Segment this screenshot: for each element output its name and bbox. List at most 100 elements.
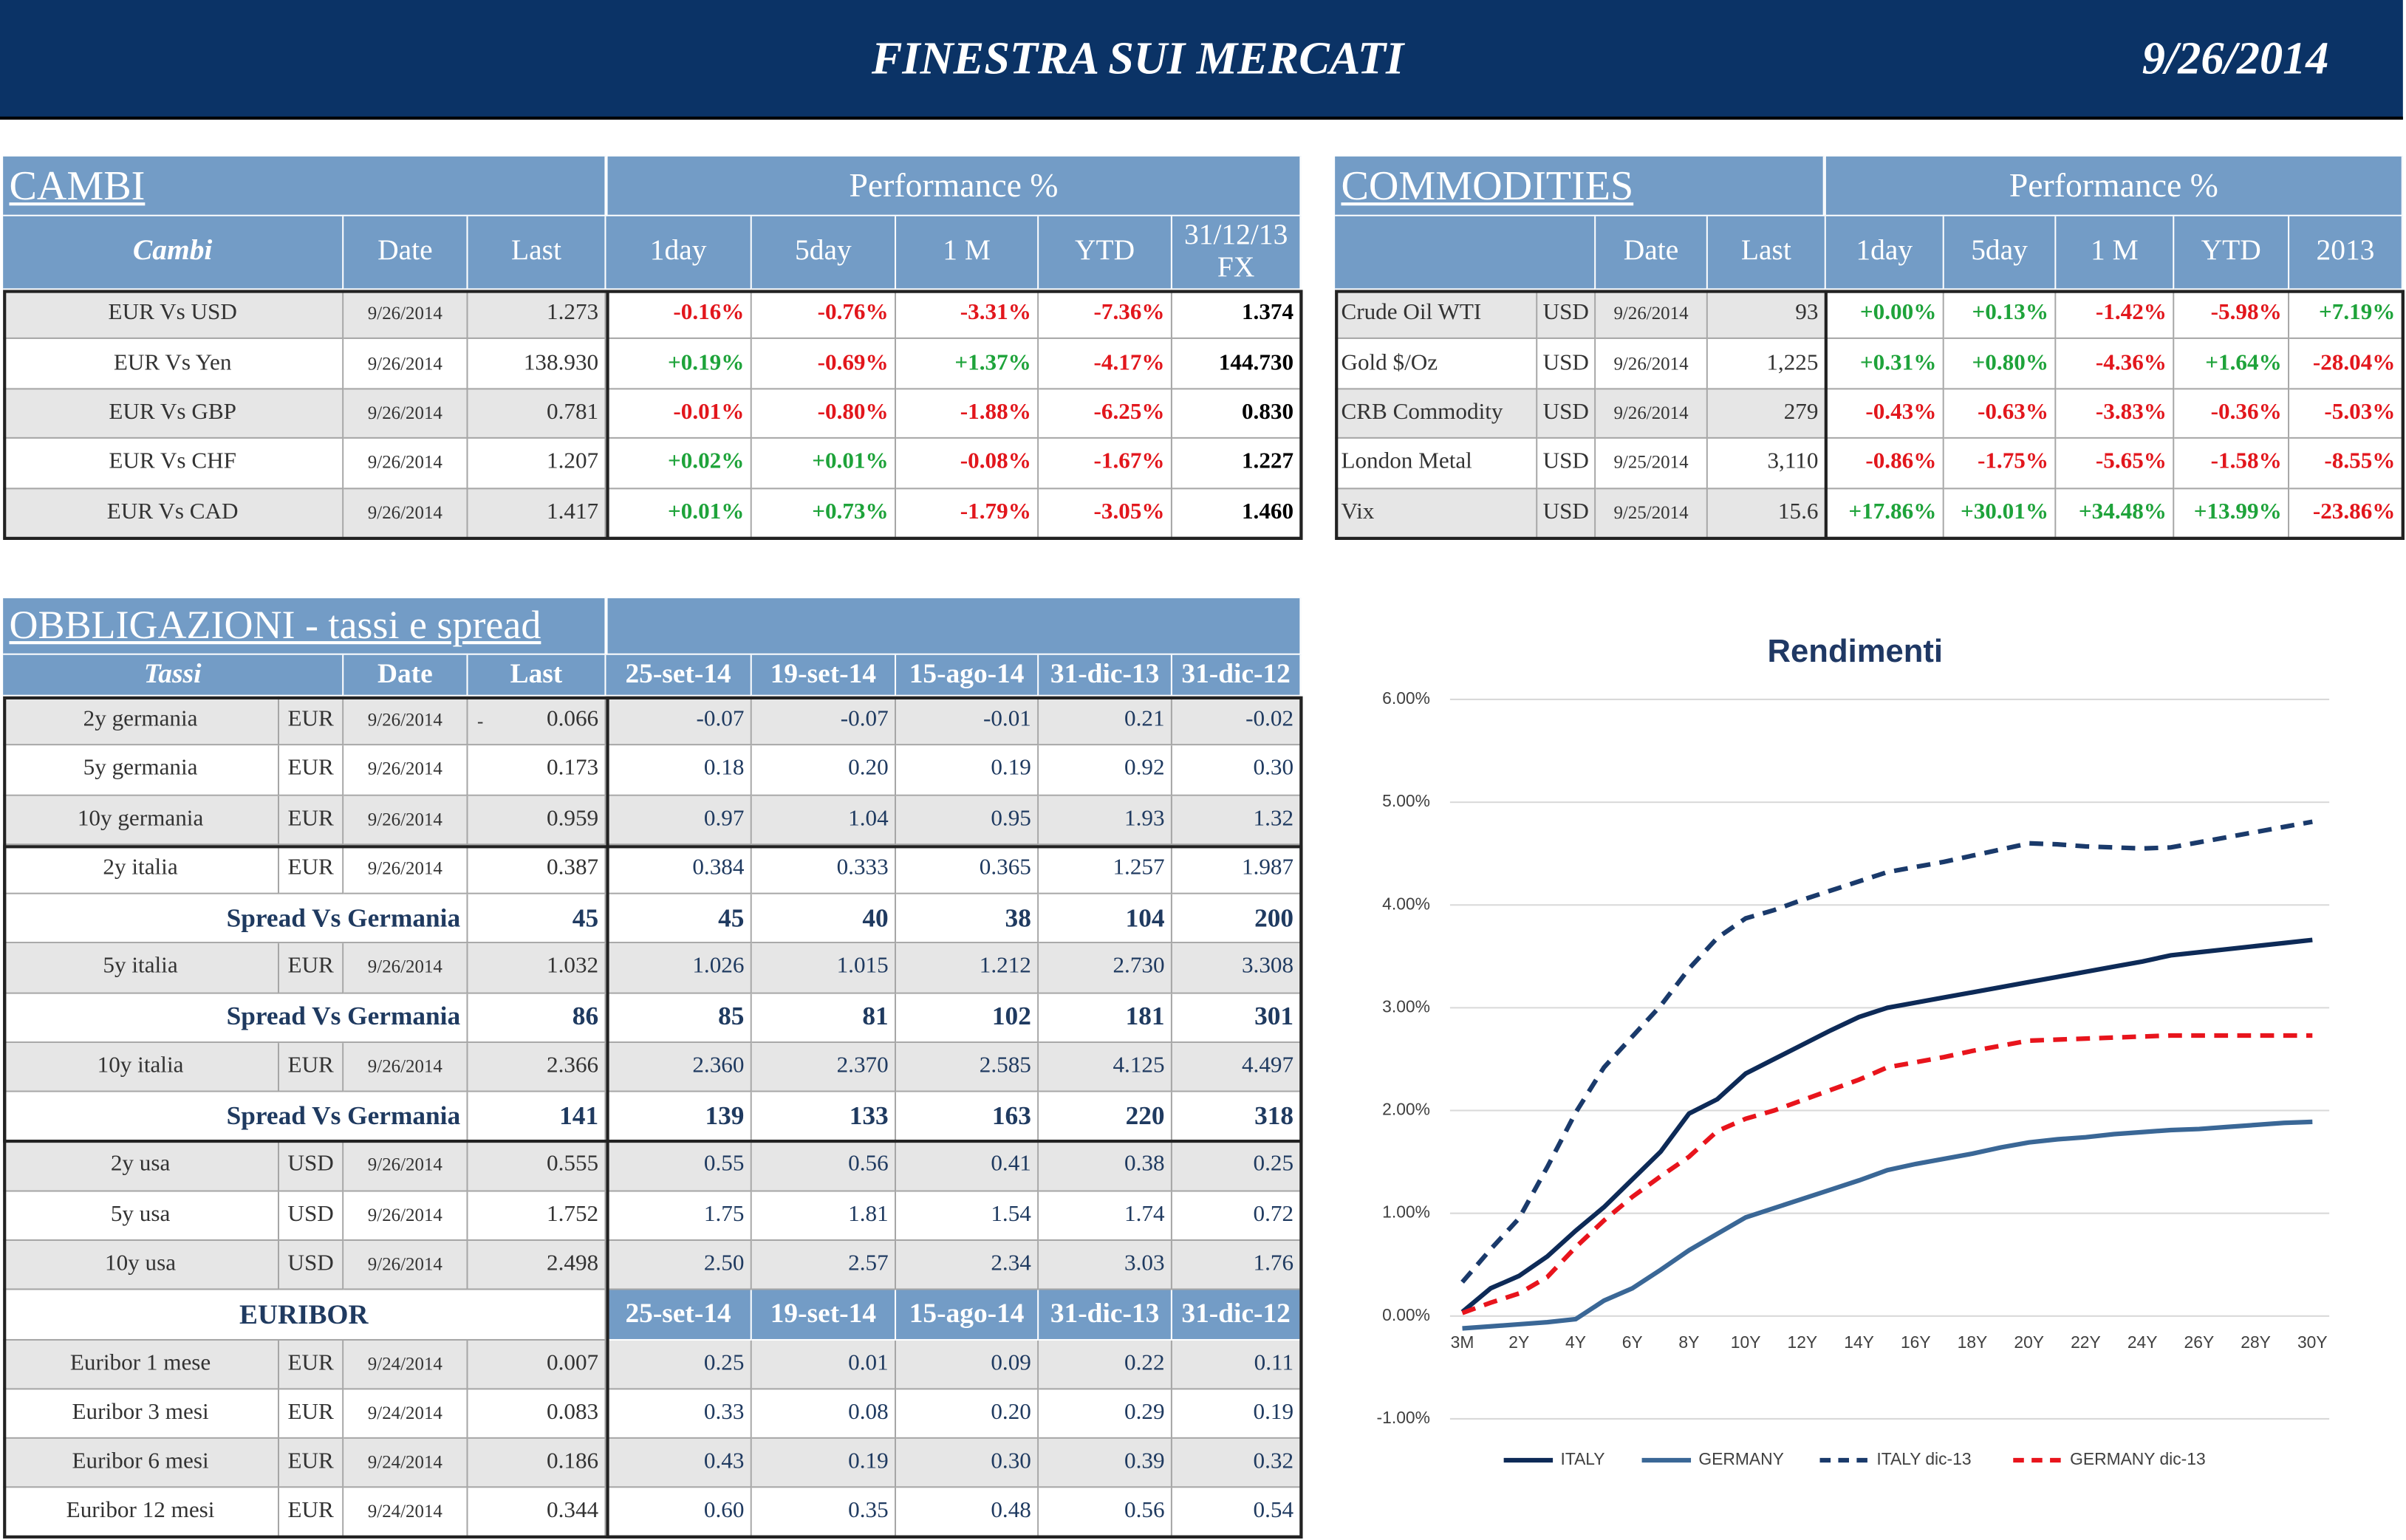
last: 0.173 xyxy=(468,745,606,795)
column-header: YTD xyxy=(2174,216,2290,290)
header-bar: FINESTRA SUI MERCATI 9/26/2014 xyxy=(0,0,2403,120)
column-header: 1 M xyxy=(2056,216,2175,290)
x-tick-label: 28Y xyxy=(2241,1332,2271,1352)
currency: USD xyxy=(1537,290,1596,340)
history-value: 0.54 xyxy=(1172,1488,1302,1537)
performance: -5.98% xyxy=(2174,290,2290,340)
performance: -8.55% xyxy=(2289,439,2403,489)
date: 9/26/2014 xyxy=(344,696,468,746)
performance: -7.36% xyxy=(1039,290,1172,340)
column-header: 5day xyxy=(1944,216,2057,290)
performance: -0.69% xyxy=(751,339,897,390)
history-value: 0.21 xyxy=(1039,696,1172,746)
last: 0.387 xyxy=(468,844,606,894)
performance: -4.36% xyxy=(2056,339,2175,390)
spread-value: 181 xyxy=(1039,993,1172,1043)
date: 9/24/2014 xyxy=(344,1438,468,1488)
currency: EUR xyxy=(279,1488,344,1537)
commodity-name: Crude Oil WTI xyxy=(1335,290,1538,340)
history-value: 0.39 xyxy=(1039,1438,1172,1488)
spread-value: 40 xyxy=(751,894,897,944)
performance: -4.17% xyxy=(1039,339,1172,390)
spread-value: 318 xyxy=(1172,1092,1302,1142)
performance: +17.86% xyxy=(1825,488,1944,538)
column-header: 1day xyxy=(1825,216,1944,290)
performance: -0.16% xyxy=(606,290,752,340)
column-header: 31/12/13 FX xyxy=(1172,216,1302,290)
pair-name: EUR Vs CAD xyxy=(3,488,344,538)
last: 1.273 xyxy=(468,290,606,340)
history-value: 3.308 xyxy=(1172,943,1302,993)
column-header: 31-dic-12 xyxy=(1172,1290,1302,1341)
y-tick-label: 6.00% xyxy=(1382,688,1430,708)
history-value: 1.026 xyxy=(606,943,752,993)
date: 9/26/2014 xyxy=(1596,290,1708,340)
spread-value: 85 xyxy=(606,993,752,1043)
spread-value: 104 xyxy=(1039,894,1172,944)
date: 9/26/2014 xyxy=(1596,389,1708,439)
column-header: 1day xyxy=(606,216,752,290)
performance: -0.36% xyxy=(2174,389,2290,439)
legend-label: ITALY dic-13 xyxy=(1876,1449,1971,1468)
history-value: 0.92 xyxy=(1039,745,1172,795)
instrument-name: Euribor 1 mese xyxy=(3,1341,280,1390)
history-value: 0.95 xyxy=(896,795,1039,845)
section-title: OBBLIGAZIONI - tassi e spread xyxy=(3,598,606,655)
history-value: 1.212 xyxy=(896,943,1039,993)
column-header: 2013 xyxy=(2289,216,2403,290)
date: 9/25/2014 xyxy=(1596,439,1708,489)
spread-value: 163 xyxy=(896,1092,1039,1142)
y-tick-label: 0.00% xyxy=(1382,1305,1430,1324)
performance: -5.65% xyxy=(2056,439,2175,489)
history-value: 0.30 xyxy=(896,1438,1039,1488)
section-title: EURIBOR xyxy=(3,1290,606,1341)
history-value: 2.370 xyxy=(751,1042,897,1092)
column-header: 19-set-14 xyxy=(751,654,897,697)
series-line xyxy=(1462,1119,2313,1331)
currency: USD xyxy=(1537,439,1596,489)
currency: USD xyxy=(1537,488,1596,538)
spread-label: Spread Vs Germania xyxy=(3,894,468,944)
performance: -1.67% xyxy=(1039,439,1172,489)
currency: EUR xyxy=(279,1341,344,1390)
x-tick-label: 24Y xyxy=(2128,1332,2158,1352)
last: 1.752 xyxy=(468,1191,606,1241)
fx-close: 1.460 xyxy=(1172,488,1302,538)
group-header: Performance % xyxy=(607,156,1302,216)
performance: -1.79% xyxy=(896,488,1039,538)
history-value: 0.01 xyxy=(751,1341,897,1390)
column-header: 15-ago-14 xyxy=(896,654,1039,697)
chart-title: Rendimenti xyxy=(1768,634,1943,669)
column-header: 25-set-14 xyxy=(606,654,752,697)
performance: -6.25% xyxy=(1039,389,1172,439)
instrument-name: 5y italia xyxy=(3,943,280,993)
y-tick-label: 4.00% xyxy=(1382,894,1430,913)
commodity-name: Vix xyxy=(1335,488,1538,538)
last: 0.781 xyxy=(468,389,606,439)
currency: USD xyxy=(1537,389,1596,439)
currency: EUR xyxy=(279,844,344,894)
y-tick-label: 1.00% xyxy=(1382,1202,1430,1222)
date: 9/26/2014 xyxy=(344,1042,468,1092)
group-header: Performance % xyxy=(1825,156,2403,216)
history-value: 2.585 xyxy=(896,1042,1039,1092)
history-value: 0.56 xyxy=(1039,1488,1172,1537)
history-value: 2.360 xyxy=(606,1042,752,1092)
date: 9/26/2014 xyxy=(344,745,468,795)
history-value: 1.74 xyxy=(1039,1191,1172,1241)
spread-value: 133 xyxy=(751,1092,897,1142)
pair-name: EUR Vs GBP xyxy=(3,389,344,439)
history-value: 0.09 xyxy=(896,1341,1039,1390)
legend-label: GERMANY dic-13 xyxy=(2070,1449,2206,1468)
spread-last: 141 xyxy=(468,1092,606,1142)
instrument-name: Euribor 12 mesi xyxy=(3,1488,280,1537)
history-value: 0.18 xyxy=(606,745,752,795)
history-value: 1.257 xyxy=(1039,844,1172,894)
performance: -28.04% xyxy=(2289,339,2403,390)
performance: -1.42% xyxy=(2056,290,2175,340)
spread-value: 200 xyxy=(1172,894,1302,944)
history-value: 0.25 xyxy=(1172,1141,1302,1191)
x-tick-label: 14Y xyxy=(1844,1332,1874,1352)
history-value: 0.25 xyxy=(606,1341,752,1390)
spread-value: 220 xyxy=(1039,1092,1172,1142)
